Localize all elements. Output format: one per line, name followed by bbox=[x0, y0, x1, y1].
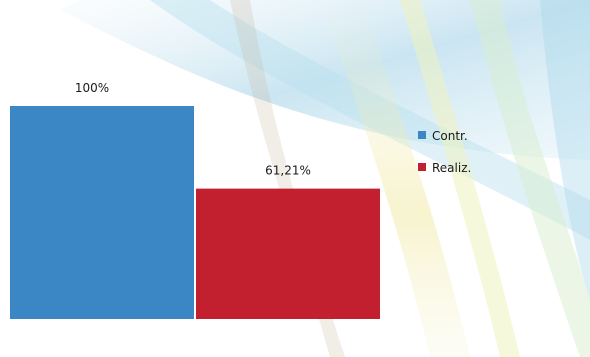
data-label-realiz: 61,21% bbox=[265, 164, 311, 178]
bars-group bbox=[10, 106, 380, 319]
legend-label-realiz: Realiz. bbox=[432, 161, 471, 175]
legend-swatch-realiz bbox=[418, 163, 426, 171]
data-label-contr: 100% bbox=[75, 81, 109, 95]
legend-label-contr: Contr. bbox=[432, 129, 468, 143]
bar-realiz bbox=[196, 188, 380, 319]
bar-contr bbox=[10, 106, 194, 319]
legend: Contr. Realiz. bbox=[418, 129, 471, 175]
data-labels-group: 100% 61,21% bbox=[75, 81, 311, 178]
legend-swatch-contr bbox=[418, 131, 426, 139]
